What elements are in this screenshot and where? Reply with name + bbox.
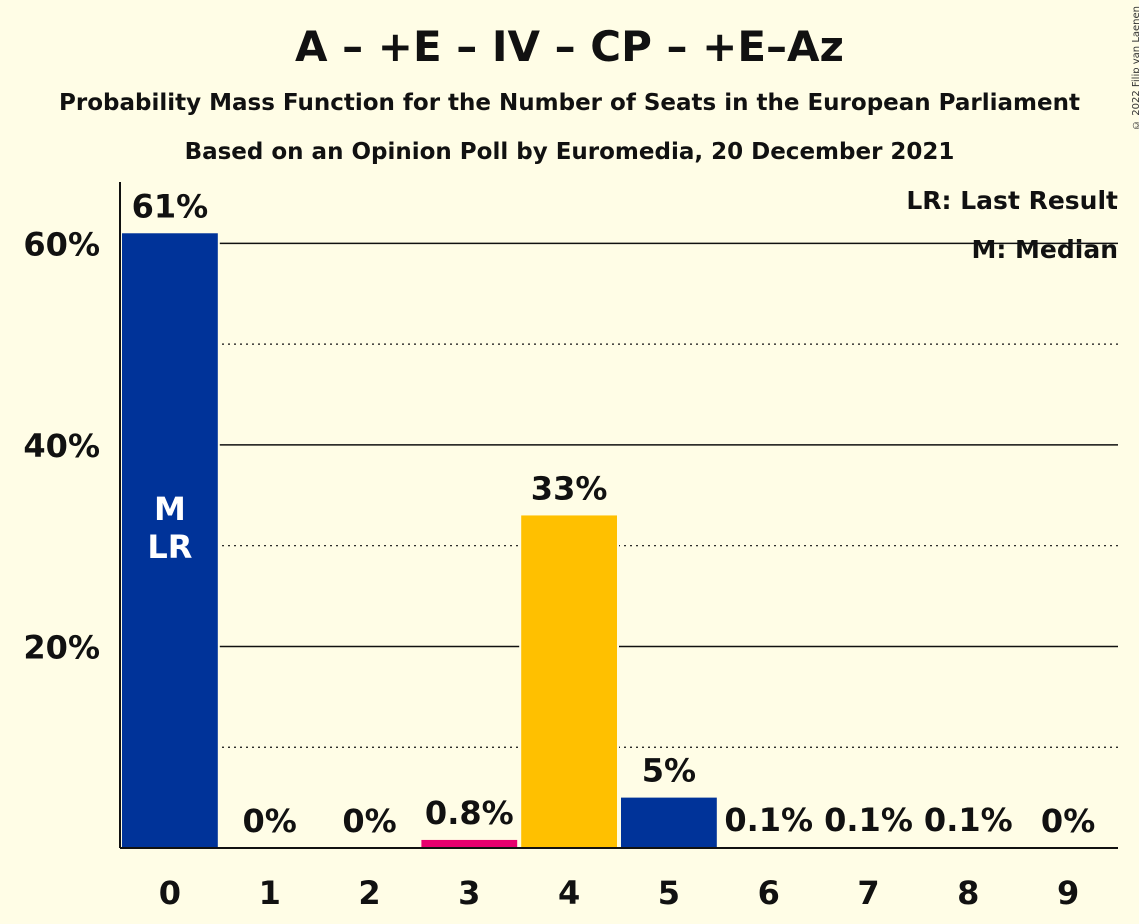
x-tick-label: 4: [558, 874, 580, 912]
bar: [122, 233, 218, 849]
bar: [421, 839, 518, 848]
x-tick-label: 7: [857, 874, 879, 912]
chart-subtitle: Probability Mass Function for the Number…: [59, 90, 1080, 116]
median-marker: M: [154, 490, 186, 528]
bar-value-label: 5%: [642, 752, 696, 790]
x-tick-label: 8: [957, 874, 979, 912]
x-tick-label: 1: [259, 874, 281, 912]
axes: [119, 182, 1118, 849]
bar-value-label: 0%: [1041, 802, 1095, 840]
last-result-marker: LR: [147, 528, 192, 566]
bar-value-label: 0.1%: [824, 801, 913, 839]
y-tick-label: 20%: [23, 628, 100, 666]
bar-value-label: 61%: [132, 187, 209, 225]
legend-median: M: Median: [971, 235, 1118, 264]
bar-value-label: 33%: [531, 469, 608, 507]
bar-value-label: 0.8%: [425, 794, 514, 832]
bar-value-label: 0.1%: [924, 801, 1013, 839]
labels: 20% 40% 60% 61% 0 0% 1 0% 2 0.8% 3 33% 4 5% 5 0.1% 6 0.1%…: [23, 187, 1095, 912]
chart-subtitle-poll: Based on an Opinion Poll by Euromedia, 2…: [184, 139, 955, 165]
bars: [120, 233, 1019, 849]
bar: [521, 515, 617, 848]
legend-last-result: LR: Last Result: [906, 186, 1118, 215]
x-tick-label: 2: [358, 874, 380, 912]
x-tick-label: 0: [159, 874, 181, 912]
y-tick-label: 40%: [23, 427, 100, 465]
x-tick-label: 3: [458, 874, 480, 912]
x-tick-label: 6: [758, 874, 780, 912]
y-tick-label: 60%: [23, 225, 100, 263]
legend: LR: Last Result M: Median: [906, 186, 1118, 264]
bar-value-label: 0.1%: [724, 801, 813, 839]
x-tick-label: 5: [658, 874, 680, 912]
bar-value-label: 0%: [342, 802, 396, 840]
chart-title: A – +E – IV – CP – +E–Az: [295, 22, 844, 71]
bar: [621, 797, 717, 848]
bar-value-label: 0%: [243, 802, 297, 840]
x-tick-label: 9: [1057, 874, 1079, 912]
